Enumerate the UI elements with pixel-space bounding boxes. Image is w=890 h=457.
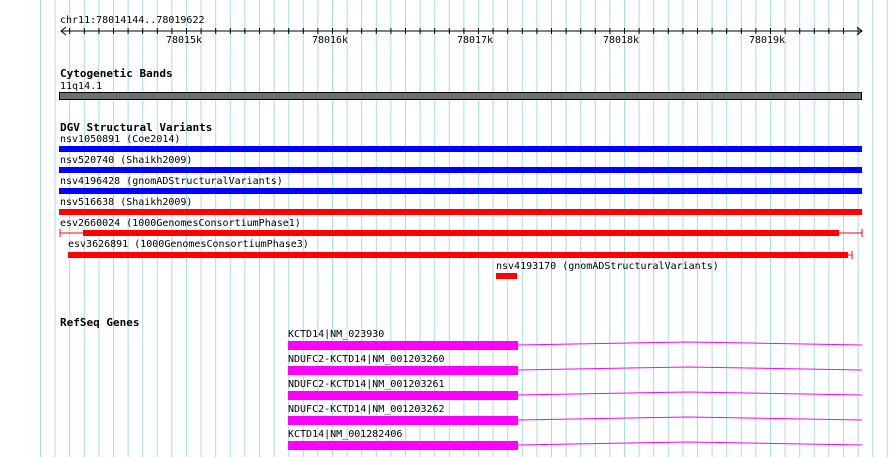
variant-feature[interactable] bbox=[67, 250, 855, 260]
variant-feature[interactable] bbox=[59, 188, 862, 194]
gene-model[interactable] bbox=[288, 365, 863, 377]
cytoband-label: 11q14.1 bbox=[60, 81, 103, 92]
ruler-right-arrow-icon bbox=[856, 26, 863, 36]
feature-label: esv3626891 (1000GenomesConsortiumPhase3) bbox=[68, 239, 309, 250]
cytoband-bar[interactable] bbox=[59, 92, 862, 100]
variant-feature[interactable] bbox=[496, 273, 517, 279]
gene-label: KCTD14|NM_023930 bbox=[288, 329, 385, 340]
ruler-range-label: chr11:78014144..78019622 bbox=[60, 15, 205, 26]
track-title-cytoband: Cytogenetic Bands bbox=[60, 67, 173, 80]
gene-label: NDUFC2-KCTD14|NM_001203262 bbox=[288, 404, 445, 415]
ruler-left-arrow-icon bbox=[60, 26, 67, 36]
feature-label: nsv516638 (Shaikh2009) bbox=[60, 197, 193, 208]
gene-label: NDUFC2-KCTD14|NM_001203261 bbox=[288, 379, 445, 390]
ruler-tick-label: 78018k bbox=[602, 35, 640, 46]
feature-label: esv2660024 (1000GenomesConsortiumPhase1) bbox=[60, 218, 301, 229]
ruler[interactable] bbox=[0, 26, 890, 38]
feature-label: nsv520740 (Shaikh2009) bbox=[60, 155, 193, 166]
gene-label: NDUFC2-KCTD14|NM_001203260 bbox=[288, 354, 445, 365]
variant-feature[interactable] bbox=[59, 146, 862, 152]
variant-feature[interactable] bbox=[59, 167, 862, 173]
gene-label: KCTD14|NM_001282406 bbox=[288, 429, 403, 440]
track-title-dgv: DGV Structural Variants bbox=[60, 121, 213, 134]
ruler-tick-label: 78016k bbox=[311, 35, 349, 46]
feature-label: nsv4193170 (gnomADStructuralVariants) bbox=[496, 261, 719, 272]
feature-label: nsv1050891 (Coe2014) bbox=[60, 134, 181, 145]
ruler-tick-label: 78017k bbox=[456, 35, 494, 46]
ruler-tick-label: 78019k bbox=[748, 35, 786, 46]
gene-model[interactable] bbox=[288, 415, 863, 427]
gene-model[interactable] bbox=[288, 440, 863, 452]
feature-label: nsv4196428 (gnomADStructuralVariants) bbox=[60, 176, 283, 187]
variant-feature[interactable] bbox=[59, 228, 864, 238]
gene-model[interactable] bbox=[288, 340, 863, 352]
variant-feature[interactable] bbox=[59, 209, 862, 215]
ruler-tick-label: 78015k bbox=[165, 35, 203, 46]
track-title-refseq: RefSeq Genes bbox=[60, 316, 140, 329]
gene-model[interactable] bbox=[288, 390, 863, 402]
